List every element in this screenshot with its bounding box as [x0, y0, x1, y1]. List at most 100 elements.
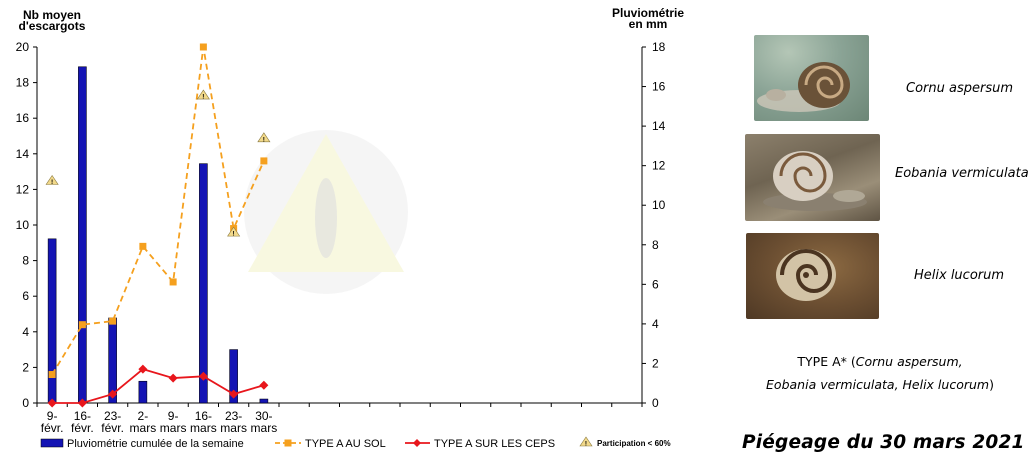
legend-warning-icon: !: [579, 436, 593, 448]
bar-pluviometrie: [229, 349, 238, 404]
line-type-a-ceps: [52, 368, 265, 404]
right-tick-label: 12: [652, 159, 666, 173]
note-species-1: Cornu aspersum,: [855, 354, 963, 369]
point-type-a-ceps: [138, 364, 148, 374]
point-type-a-ceps: [108, 389, 118, 399]
left-tick-label: 8: [22, 254, 29, 268]
svg-text:!: !: [202, 94, 204, 101]
note-species-3: Helix lucorum: [902, 377, 990, 392]
point-type-a-sol: [260, 157, 268, 165]
left-tick-label: 0: [22, 396, 29, 410]
x-category-label: févr.: [71, 421, 94, 435]
line-type-a-sol: [51, 46, 265, 375]
note-prefix: TYPE A* (: [797, 354, 856, 369]
x-category-label: févr.: [101, 421, 124, 435]
left-tick-label: 2: [22, 360, 29, 374]
species-name-3: Helix lucorum: [914, 268, 1005, 283]
point-type-a-sol: [109, 317, 117, 325]
type-a-note: TYPE A* (Cornu aspersum, Eobania vermicu…: [740, 350, 1020, 396]
left-axis-title: d'escargots: [19, 19, 86, 33]
x-category-label: 9-: [168, 409, 179, 423]
left-tick-label: 20: [16, 40, 30, 54]
left-tick-label: 10: [16, 218, 30, 232]
right-tick-label: 6: [652, 277, 659, 291]
legend-swatch-sol-marker: [284, 439, 292, 447]
left-axis-title: Nb moyen: [23, 8, 81, 22]
right-tick-label: 8: [652, 238, 659, 252]
point-type-a-sol: [139, 242, 147, 250]
point-type-a-sol: [199, 43, 207, 51]
snail-shell-icon: [757, 62, 850, 112]
chart-svg: 0 2 4 6 8 10 12 14 16 18 20 0 2 4 6 8 10 12 14 16 18 Nb moyen…: [16, 6, 685, 450]
point-type-a-sol: [169, 278, 177, 286]
right-axis-title: en mm: [629, 17, 668, 31]
snail-photo-cornu: [754, 35, 869, 121]
legend-swatch-bar: [40, 438, 64, 448]
x-category-label: févr.: [41, 421, 64, 435]
left-tick-label: 18: [16, 76, 30, 90]
x-category-label: 23-: [225, 409, 242, 423]
point-type-a-ceps: [168, 373, 178, 383]
chart-area: 0 2 4 6 8 10 12 14 16 18 20 0 2 4 6 8 10 12 14 16 18 Nb moyen…: [16, 6, 685, 450]
bar-pluviometrie: [138, 380, 148, 404]
note-species-2: Eobania vermiculata,: [766, 377, 903, 392]
point-type-a-ceps: [229, 389, 239, 399]
species-name-2: Eobania vermiculata: [895, 166, 1029, 181]
point-type-a-sol: [48, 371, 56, 379]
x-category-label: 30-: [255, 409, 272, 423]
species-name-1: Cornu aspersum: [906, 81, 1013, 96]
participation-warning-icon: !: [257, 132, 271, 143]
legend-label: Participation < 60%: [597, 439, 671, 448]
left-tick-label: 6: [22, 289, 29, 303]
bar-pluviometrie: [199, 163, 208, 404]
svg-text:!: !: [233, 231, 235, 238]
participation-warning-icon: !: [196, 89, 210, 101]
bar-pluviometrie: [47, 238, 57, 404]
legend-label: Pluviométrie cumulée de la semaine: [67, 438, 244, 450]
legend-swatch-ceps-marker: [413, 439, 421, 447]
right-tick-label: 2: [652, 356, 659, 370]
watermark-logo: [244, 130, 408, 294]
page-title: Piégeage du 30 mars 2021: [742, 432, 1025, 453]
x-category-label: 9-: [47, 409, 58, 423]
participation-warning-icon: !: [227, 226, 241, 238]
bar-pluviometrie: [259, 398, 269, 404]
bar-pluviometrie: [78, 66, 87, 404]
right-tick-label: 0: [652, 396, 659, 410]
svg-text:!: !: [263, 136, 265, 143]
right-tick-label: 4: [652, 317, 659, 331]
snail-shell-icon: [776, 249, 836, 301]
x-category-label: 16-: [195, 409, 212, 423]
right-tick-label: 16: [652, 80, 666, 94]
svg-text:!: !: [585, 441, 587, 448]
snail-shell-icon: [763, 151, 867, 211]
x-category-label: 23-: [104, 409, 121, 423]
svg-text:!: !: [51, 179, 53, 186]
x-category-label: mars: [220, 421, 247, 435]
legend-label: TYPE A AU SOL: [305, 438, 386, 450]
left-tick-label: 12: [16, 182, 30, 196]
point-type-a-ceps: [259, 380, 269, 390]
left-tick-label: 14: [16, 147, 30, 161]
x-category-label: mars: [190, 421, 217, 435]
point-type-a-ceps: [47, 398, 57, 408]
x-category-label: 2-: [138, 409, 149, 423]
x-category-label: 16-: [74, 409, 91, 423]
left-tick-label: 4: [22, 325, 29, 339]
legend-label: TYPE A SUR LES CEPS: [434, 438, 555, 450]
snail-photo-eobania: [745, 134, 880, 221]
x-category-label: mars: [160, 421, 187, 435]
note-suffix: ): [989, 377, 994, 392]
point-type-a-sol: [78, 321, 86, 329]
x-category-label: mars: [251, 421, 278, 435]
x-category-label: mars: [130, 421, 157, 435]
left-tick-label: 16: [16, 111, 30, 125]
right-tick-label: 14: [652, 119, 666, 133]
right-axis-title: Pluviométrie: [612, 6, 684, 20]
participation-warning-icon: !: [45, 174, 59, 186]
point-type-a-ceps: [198, 371, 208, 381]
snail-photo-helix: [746, 233, 879, 319]
point-type-a-ceps: [77, 398, 87, 408]
right-tick-label: 10: [652, 198, 666, 212]
right-tick-label: 18: [652, 40, 666, 54]
